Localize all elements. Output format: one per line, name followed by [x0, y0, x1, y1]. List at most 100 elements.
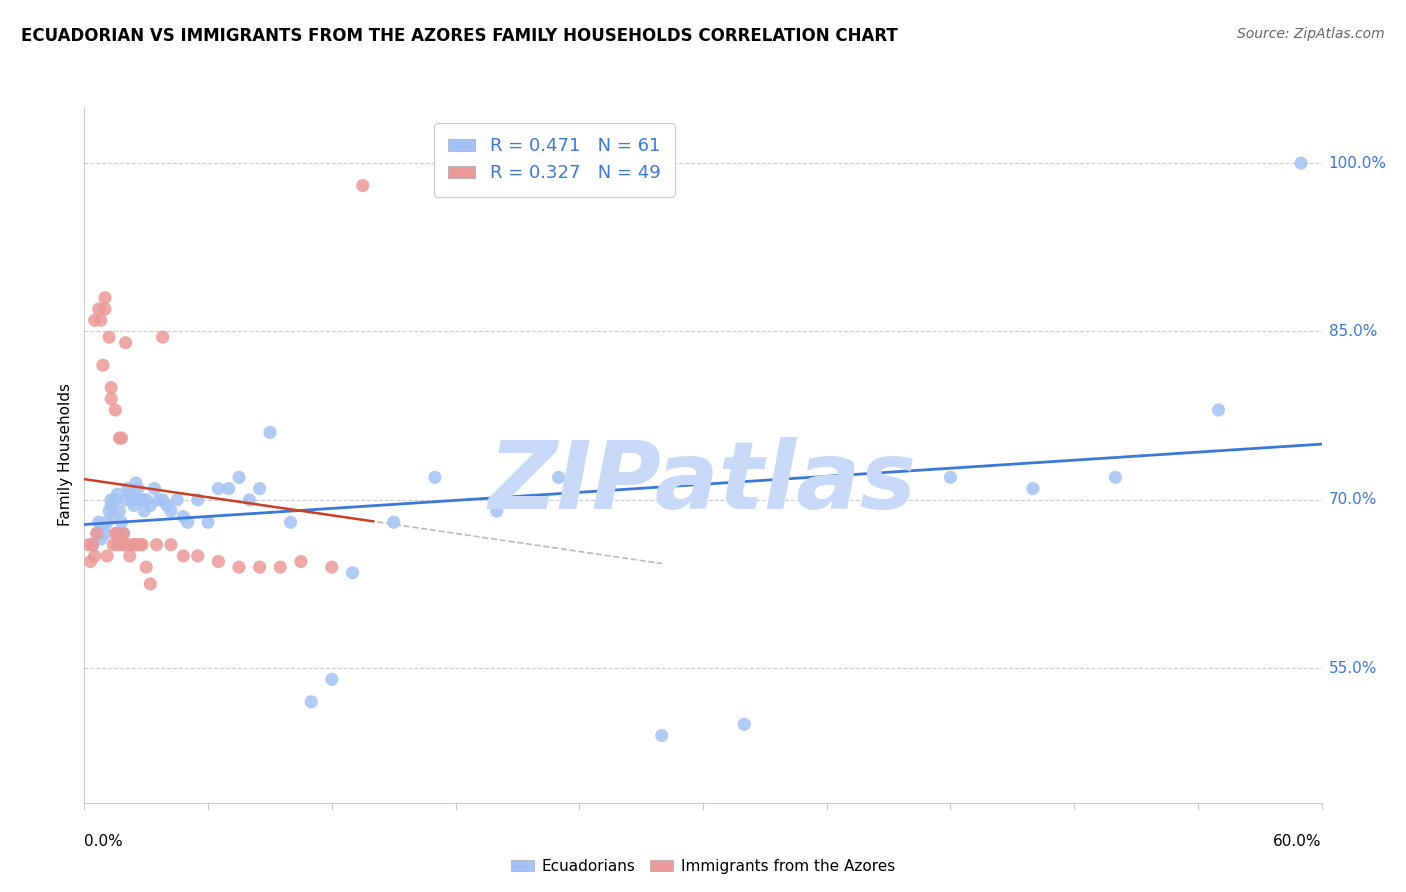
Point [131, 538, 153, 552]
Point [127, 538, 149, 552]
Point [110, 538, 132, 552]
Point [148, 492, 170, 507]
Point [104, 492, 127, 507]
Point [129, 492, 152, 507]
Point [125, 475, 148, 490]
Point [94, 291, 117, 305]
Point [82, 538, 104, 552]
Point [110, 431, 132, 445]
Point [135, 492, 157, 507]
Point [423, 470, 446, 484]
Point [228, 470, 250, 484]
Point [135, 560, 157, 574]
Point [100, 392, 122, 406]
Text: 70.0%: 70.0% [1329, 492, 1376, 508]
Point [110, 515, 132, 529]
Point [321, 560, 343, 574]
Point [299, 695, 322, 709]
Point [269, 560, 291, 574]
Point [117, 482, 139, 496]
Y-axis label: Family Households: Family Households [58, 384, 73, 526]
Text: Source: ZipAtlas.com: Source: ZipAtlas.com [1237, 27, 1385, 41]
Point [83, 549, 105, 563]
Text: 60.0%: 60.0% [1274, 834, 1322, 849]
Point [112, 538, 135, 552]
Point [87, 301, 110, 316]
Point [352, 178, 374, 193]
Point [105, 526, 128, 541]
Point [96, 549, 118, 563]
Point [139, 577, 162, 591]
Point [1022, 482, 1045, 496]
Point [117, 538, 139, 552]
Point [228, 560, 250, 574]
Point [187, 492, 209, 507]
Point [125, 538, 148, 552]
Point [114, 335, 136, 350]
Text: 100.0%: 100.0% [1329, 155, 1386, 170]
Point [145, 538, 167, 552]
Point [122, 538, 145, 552]
Point [547, 470, 569, 484]
Point [939, 470, 962, 484]
Point [249, 482, 271, 496]
Point [485, 504, 508, 518]
Point [94, 526, 117, 541]
Point [152, 492, 174, 507]
Point [160, 504, 183, 518]
Point [104, 526, 127, 541]
Point [118, 549, 141, 563]
Point [176, 515, 198, 529]
Point [100, 492, 122, 507]
Point [122, 499, 145, 513]
Point [187, 549, 209, 563]
Point [82, 538, 104, 552]
Point [105, 487, 128, 501]
Point [121, 492, 143, 507]
Point [197, 515, 219, 529]
Point [100, 499, 122, 513]
Point [1104, 470, 1126, 484]
Point [152, 330, 174, 344]
Text: ECUADORIAN VS IMMIGRANTS FROM THE AZORES FAMILY HOUSEHOLDS CORRELATION CHART: ECUADORIAN VS IMMIGRANTS FROM THE AZORES… [21, 27, 898, 45]
Point [733, 717, 755, 731]
Point [87, 515, 110, 529]
Point [105, 526, 128, 541]
Point [207, 555, 229, 569]
Point [121, 538, 143, 552]
Point [112, 526, 135, 541]
Point [90, 532, 112, 546]
Text: 0.0%: 0.0% [84, 834, 124, 849]
Point [98, 504, 121, 518]
Point [114, 492, 136, 507]
Point [90, 313, 112, 327]
Text: ZIPatlas: ZIPatlas [489, 437, 917, 529]
Point [238, 492, 260, 507]
Point [127, 482, 149, 496]
Point [83, 313, 105, 327]
Point [166, 492, 188, 507]
Point [259, 425, 281, 440]
Point [108, 532, 131, 546]
Point [160, 538, 183, 552]
Legend: Ecuadorians, Immigrants from the Azores: Ecuadorians, Immigrants from the Azores [505, 853, 901, 880]
Point [290, 555, 312, 569]
Point [108, 431, 131, 445]
Legend: R = 0.471   N = 61, R = 0.327   N = 49: R = 0.471 N = 61, R = 0.327 N = 49 [434, 123, 675, 197]
Point [172, 509, 194, 524]
Point [118, 487, 141, 501]
Text: 55.0%: 55.0% [1329, 661, 1376, 675]
Point [131, 492, 153, 507]
Point [100, 381, 122, 395]
Point [143, 482, 166, 496]
Point [1208, 403, 1230, 417]
Point [104, 403, 127, 417]
Point [1289, 156, 1312, 170]
Point [129, 538, 152, 552]
Point [77, 538, 100, 552]
Point [382, 515, 405, 529]
Point [156, 499, 179, 513]
Point [342, 566, 364, 580]
Point [96, 515, 118, 529]
Point [98, 330, 121, 344]
